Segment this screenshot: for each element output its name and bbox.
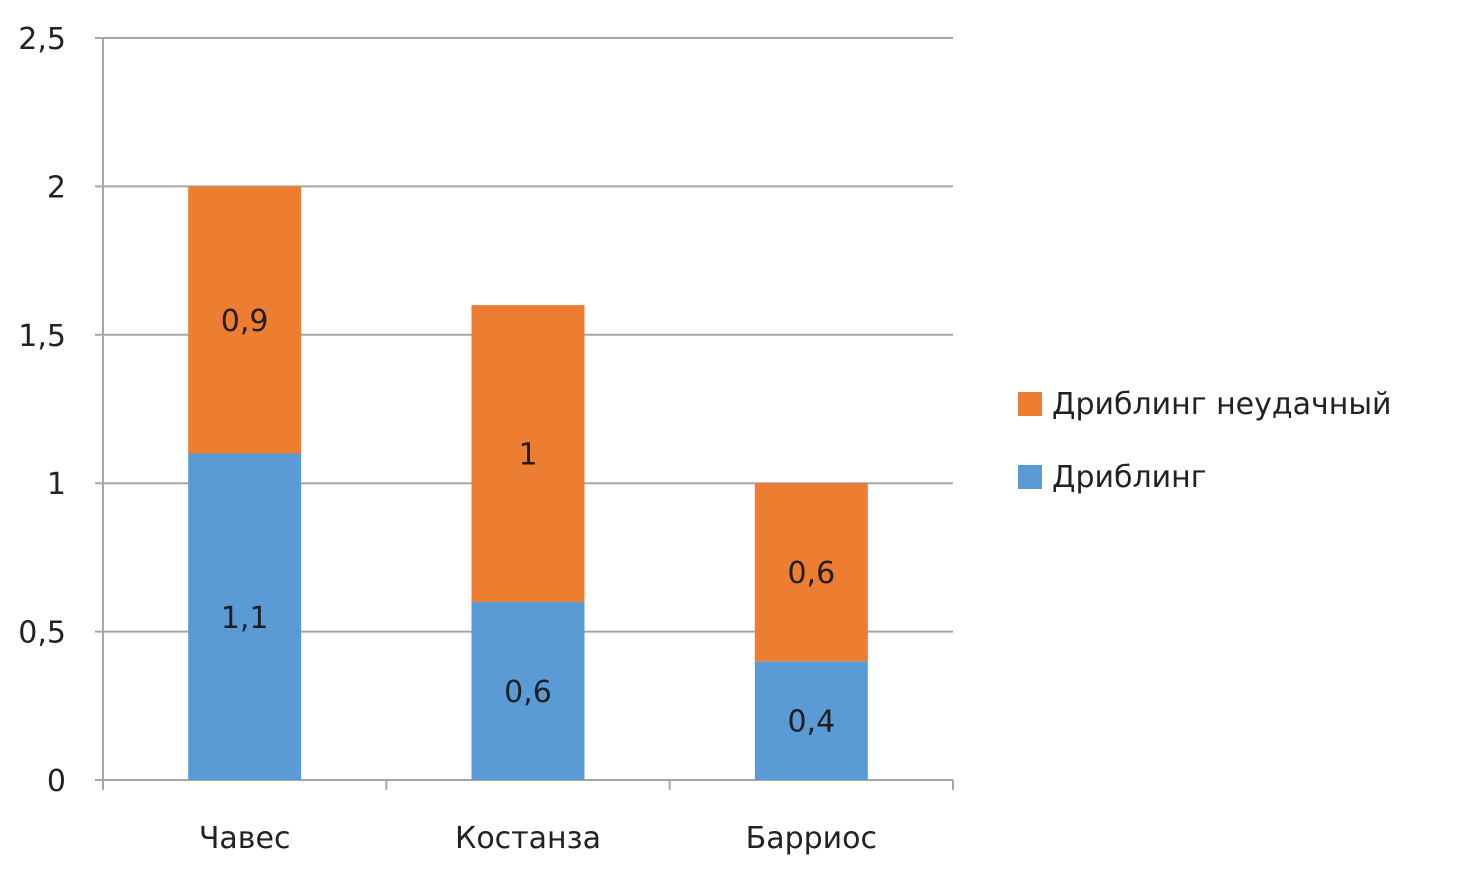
legend-item-dribbling: Дриблинг: [1018, 457, 1392, 497]
x-tick-label: Костанза: [455, 821, 601, 856]
bar-segment: [754, 661, 868, 780]
y-tick-label: 1,5: [18, 319, 66, 354]
bar-segment: [471, 305, 585, 602]
legend: Дриблинг неудачный Дриблинг: [1018, 384, 1392, 530]
legend-item-failed-dribbling: Дриблинг неудачный: [1018, 384, 1392, 424]
legend-swatch-failed-dribbling: [1018, 392, 1042, 416]
x-tick-label: Чавес: [199, 821, 291, 856]
bar-segment: [471, 601, 585, 780]
bars: [188, 186, 868, 780]
data-label: 0,9: [221, 304, 269, 339]
legend-label-failed-dribbling: Дриблинг неудачный: [1052, 386, 1392, 422]
bar-segment: [188, 186, 302, 454]
legend-label-dribbling: Дриблинг: [1052, 459, 1207, 495]
y-tick-label: 0: [47, 764, 66, 799]
x-tick-label: Барриос: [746, 821, 877, 856]
data-label: 1: [518, 438, 537, 473]
axes: 0 0,5 1 1,5 2 2,5 Чавес Костанза Барриос: [18, 22, 954, 856]
y-tick-label: 1: [47, 467, 66, 502]
data-label: 0,6: [504, 675, 552, 710]
legend-swatch-dribbling: [1018, 465, 1042, 489]
y-tick-label: 0,5: [18, 616, 66, 651]
bar-segment: [188, 453, 302, 780]
data-label: 0,6: [787, 556, 835, 591]
y-tick-label: 2,5: [18, 22, 66, 57]
data-label: 1,1: [221, 601, 269, 636]
y-tick-label: 2: [47, 170, 66, 205]
data-label: 0,4: [787, 705, 835, 740]
bar-segment: [754, 483, 868, 662]
data-labels: 1,1 0,9 0,6 1 0,4 0,6: [221, 304, 835, 740]
